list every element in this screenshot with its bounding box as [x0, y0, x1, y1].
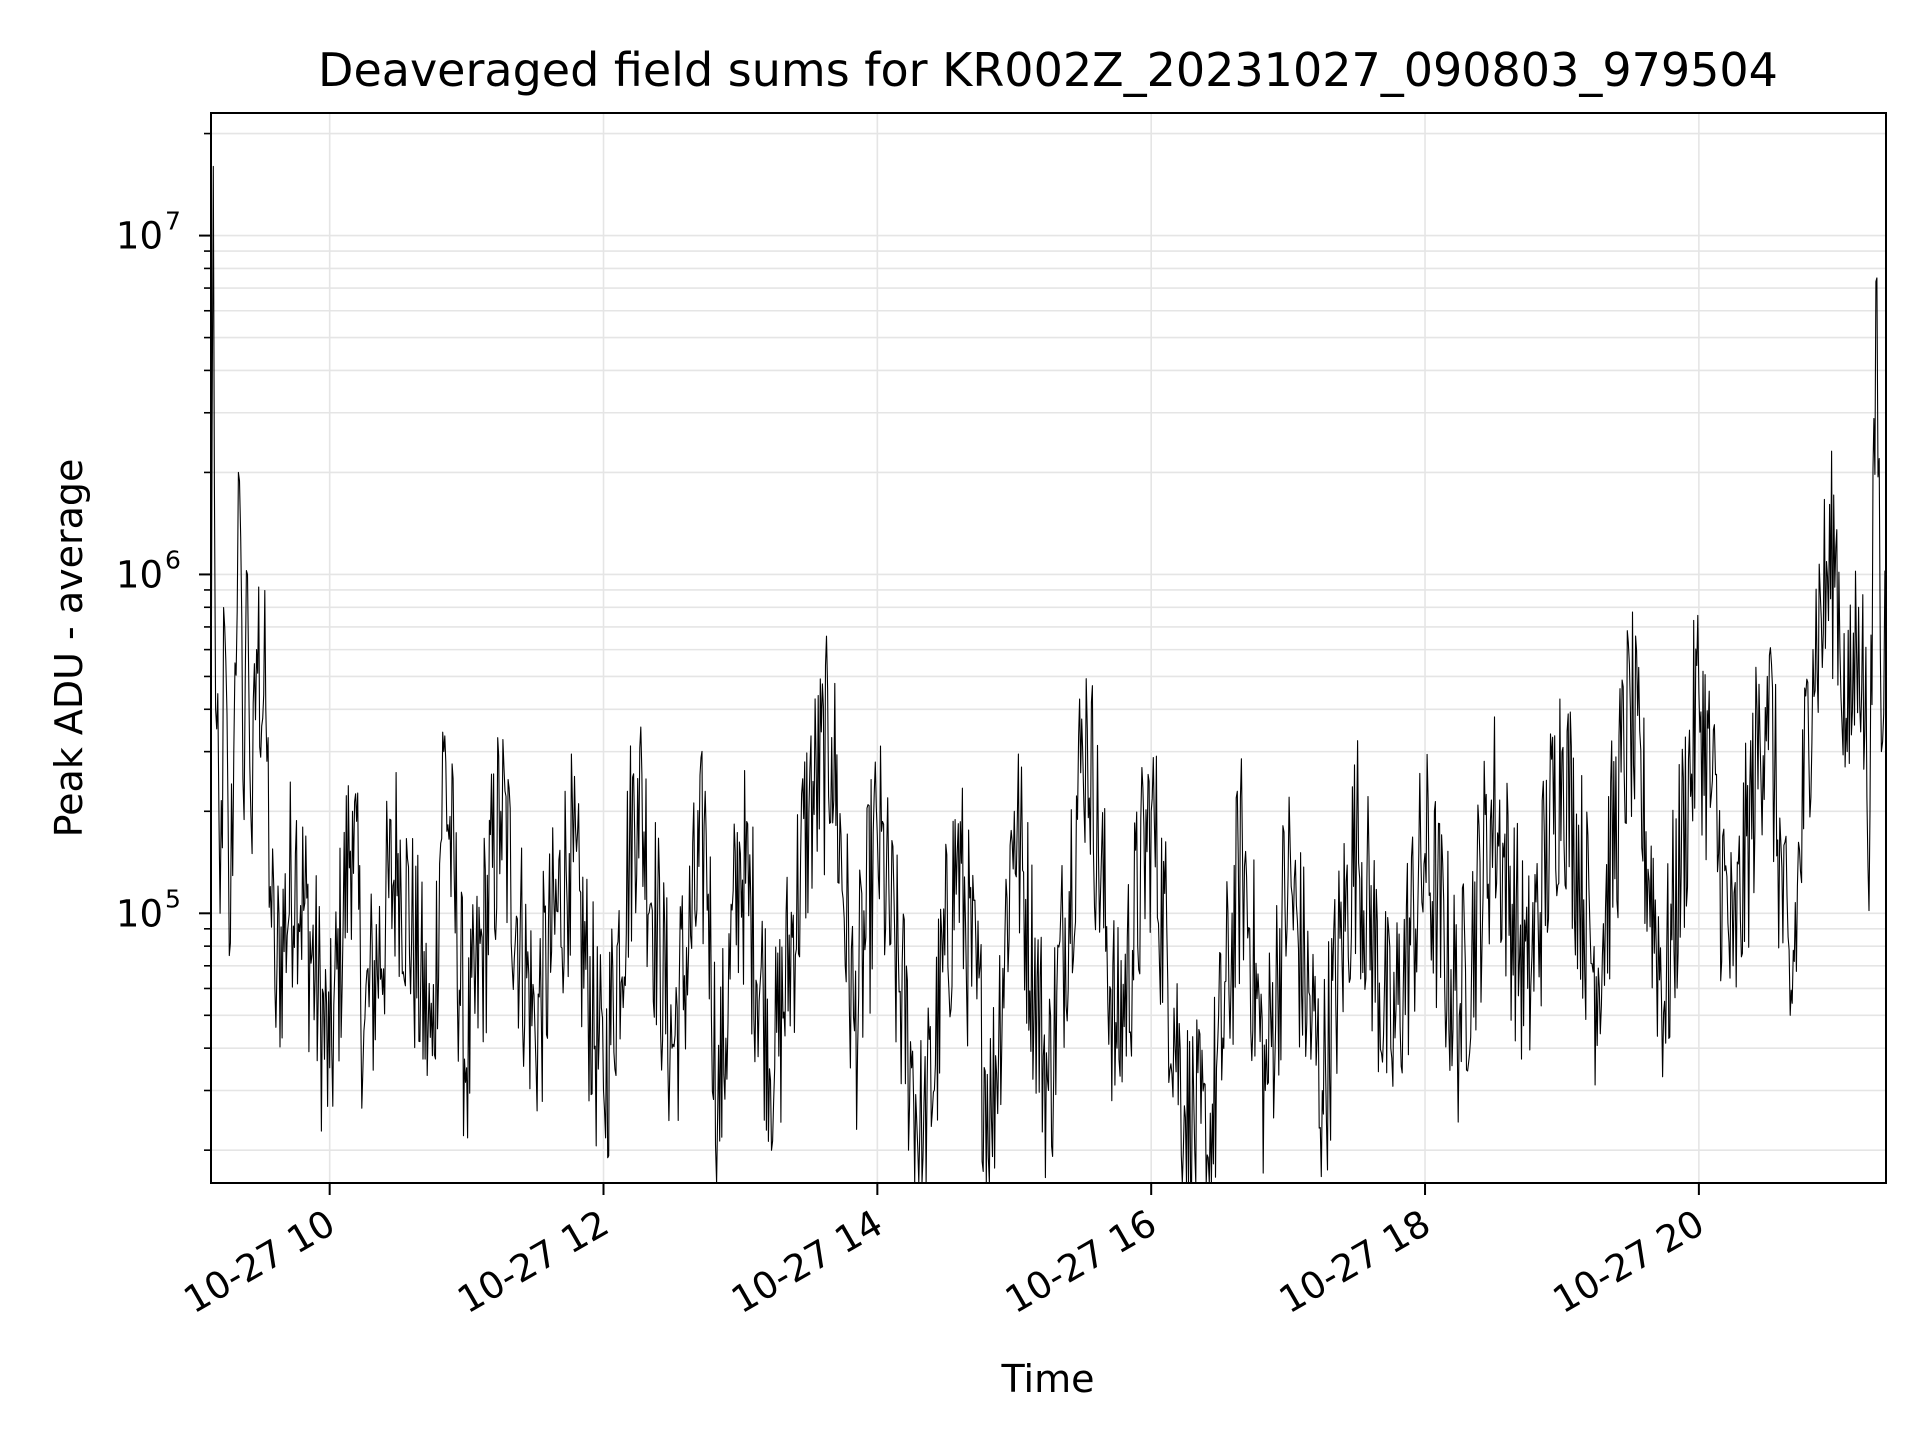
- y-tick-label: 10: [116, 892, 163, 935]
- y-axis-label: Peak ADU - average: [47, 459, 91, 838]
- y-tick-label: 10: [116, 553, 163, 596]
- series-line: [210, 165, 1887, 1184]
- y-tick-exponent: 5: [165, 884, 181, 913]
- y-tick-label: 10: [116, 215, 163, 258]
- x-axis-label: Time: [1001, 1357, 1095, 1401]
- y-tick-exponent: 6: [165, 545, 181, 574]
- chart-title: Deaveraged field sums for KR002Z_2023102…: [318, 43, 1778, 97]
- y-tick-exponent: 7: [165, 207, 181, 236]
- plot-frame: [210, 112, 1887, 1184]
